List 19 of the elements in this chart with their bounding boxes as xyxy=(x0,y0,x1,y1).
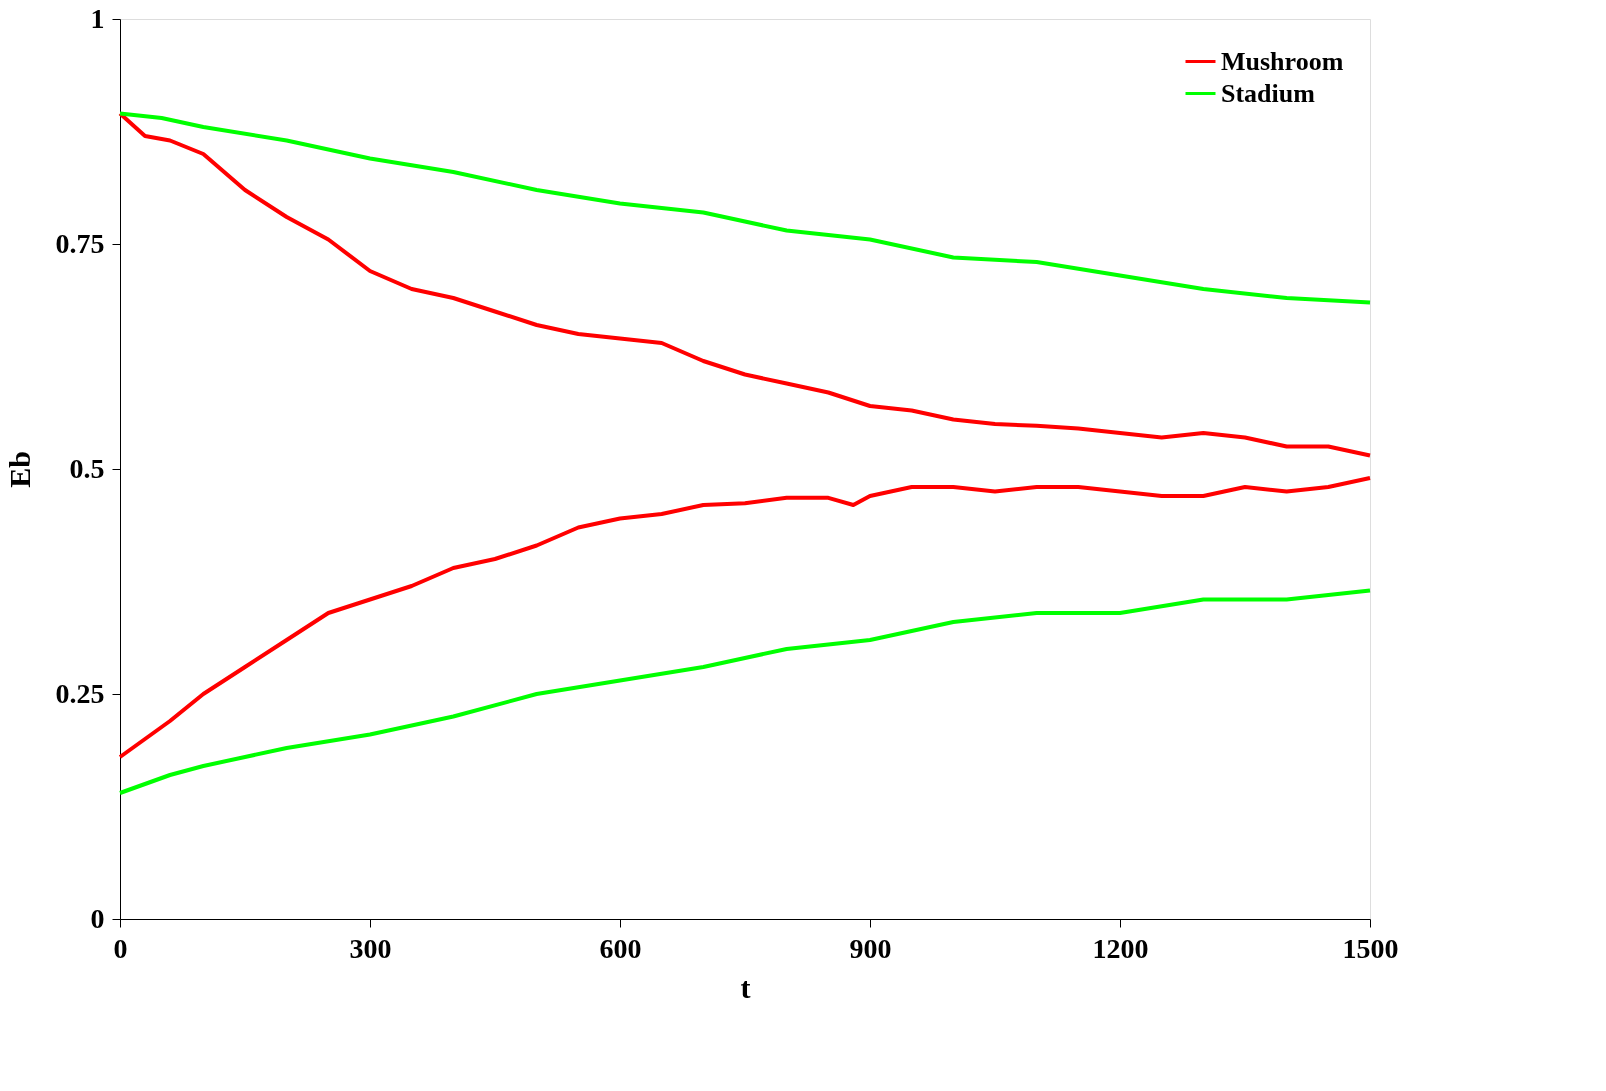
line-series xyxy=(118,111,1372,458)
x-tick-label: 1200 xyxy=(1092,932,1149,964)
x-tick-label: 600 xyxy=(599,932,642,964)
x-tick-label: 900 xyxy=(849,932,892,964)
y-tick-label: 0.5 xyxy=(69,452,105,484)
x-tick-label: 300 xyxy=(349,932,392,964)
legend-label: Stadium xyxy=(1221,78,1316,108)
line-series xyxy=(118,476,1372,759)
x-tick-label: 1500 xyxy=(1342,932,1399,964)
y-tick-label: 0.75 xyxy=(55,227,105,259)
y-tick-label: 1 xyxy=(90,2,105,34)
line-series xyxy=(118,111,1372,305)
y-tick-label: 0.25 xyxy=(55,677,105,709)
line-series xyxy=(118,588,1372,795)
x-axis-title: t xyxy=(740,970,751,1004)
x-tick-label: 0 xyxy=(113,932,128,964)
legend-label: Mushroom xyxy=(1221,46,1344,76)
y-tick-label: 0 xyxy=(90,902,105,934)
y-axis-title: Eb xyxy=(2,451,36,488)
